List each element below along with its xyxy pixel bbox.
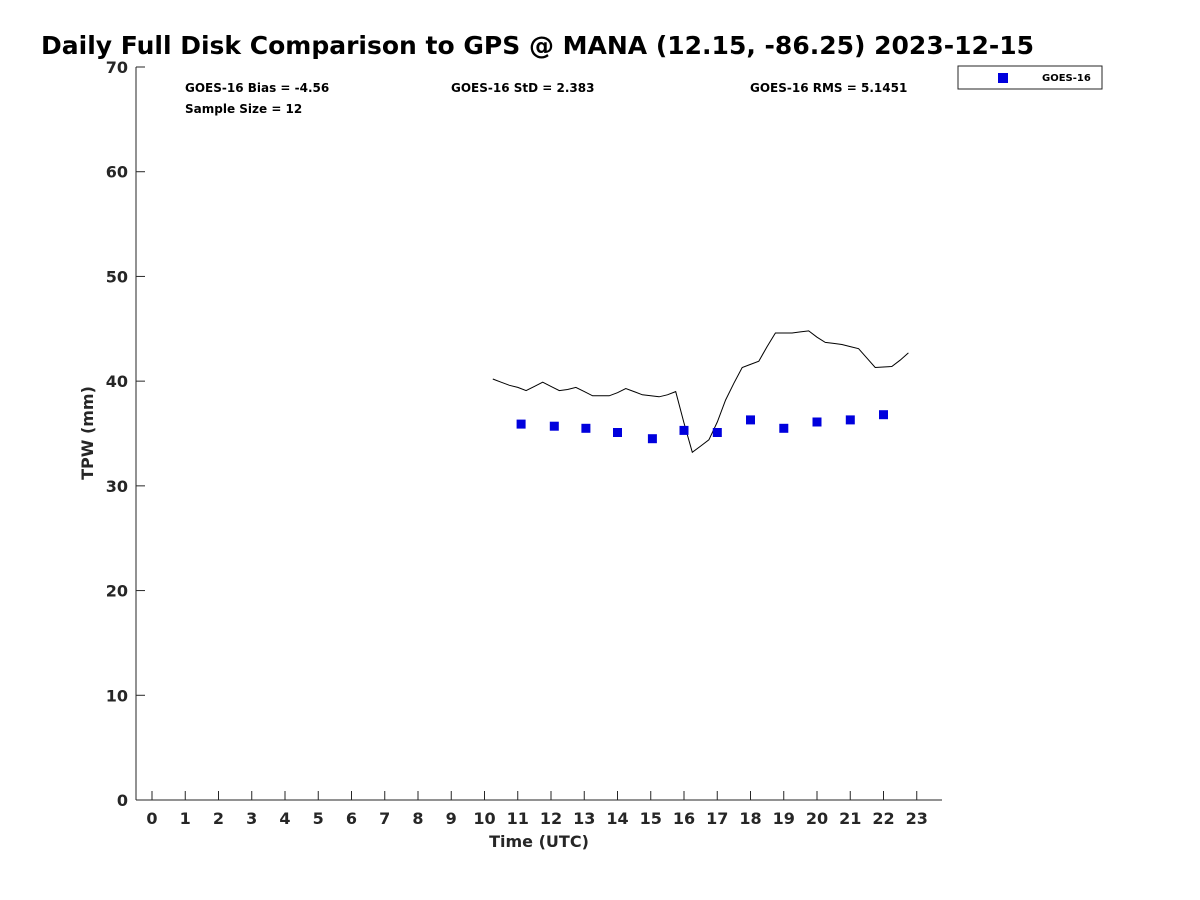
x-tick-label: 4	[279, 809, 290, 828]
x-tick-label: 17	[706, 809, 728, 828]
legend-box	[957, 65, 1103, 90]
goes16-point	[779, 423, 789, 433]
x-tick-label: 18	[739, 809, 761, 828]
series-layer	[492, 330, 909, 454]
sample-size-stat: Sample Size = 12	[185, 102, 302, 116]
x-tick-label: 16	[673, 809, 695, 828]
goes16-point	[516, 419, 526, 429]
legend-marker	[998, 73, 1008, 83]
y-axis-label: TPW (mm)	[78, 386, 97, 480]
x-tick-label: 5	[313, 809, 324, 828]
goes16-point	[679, 425, 689, 435]
x-tick-label: 11	[507, 809, 529, 828]
y-tick-label: 60	[106, 163, 128, 182]
x-tick-label: 7	[379, 809, 390, 828]
goes16-point	[812, 417, 822, 427]
y-axis-ticks: 0 10 20 30 40 50 60 70	[106, 58, 145, 810]
goes16-point	[712, 428, 722, 437]
gps-tpw-line	[492, 330, 909, 454]
y-tick-label: 0	[117, 791, 128, 810]
x-tick-label: 1	[180, 809, 191, 828]
x-tick-label: 3	[246, 809, 257, 828]
y-tick-label: 10	[106, 686, 128, 705]
goes16-point	[879, 410, 888, 420]
y-tick-label: 50	[106, 267, 128, 286]
x-tick-label: 15	[640, 809, 662, 828]
goes16-point	[581, 423, 591, 433]
x-tick-label: 22	[872, 809, 894, 828]
x-tick-label: 12	[540, 809, 562, 828]
legend-label-goes16: GOES-16	[1042, 73, 1091, 84]
x-tick-label: 23	[906, 809, 928, 828]
y-tick-label: 30	[106, 477, 128, 496]
goes16-point	[647, 434, 657, 444]
x-tick-label: 9	[446, 809, 457, 828]
y-tick-label: 70	[106, 58, 128, 77]
y-tick-label: 20	[106, 582, 128, 601]
x-tick-label: 8	[412, 809, 423, 828]
x-axis-label: Time (UTC)	[489, 832, 589, 851]
x-tick-label: 19	[773, 809, 795, 828]
goes16-point	[549, 421, 559, 431]
x-tick-label: 2	[213, 809, 224, 828]
y-tick-label: 40	[106, 372, 128, 391]
x-tick-label: 21	[839, 809, 861, 828]
rms-stat: GOES-16 RMS = 5.1451	[750, 81, 907, 95]
x-tick-label: 14	[606, 809, 628, 828]
goes16-point	[613, 428, 622, 437]
legend: GOES-16	[957, 65, 1103, 90]
x-tick-label: 13	[573, 809, 595, 828]
x-tick-label: 0	[146, 809, 157, 828]
goes16-point	[845, 415, 855, 425]
bias-stat: GOES-16 Bias = -4.56	[185, 81, 329, 95]
x-tick-label: 20	[806, 809, 828, 828]
chart-title: Daily Full Disk Comparison to GPS @ MANA…	[41, 31, 1034, 60]
plot-axes	[135, 67, 942, 801]
x-tick-label: 6	[346, 809, 357, 828]
goes16-point	[746, 415, 755, 425]
x-tick-label: 10	[473, 809, 495, 828]
std-stat: GOES-16 StD = 2.383	[451, 81, 594, 95]
x-axis-ticks: 0 1 2 3 4 5 6 7 8 9 10 11 12 13 14 15 16 17 18 19 20 21 22 23	[146, 791, 928, 828]
